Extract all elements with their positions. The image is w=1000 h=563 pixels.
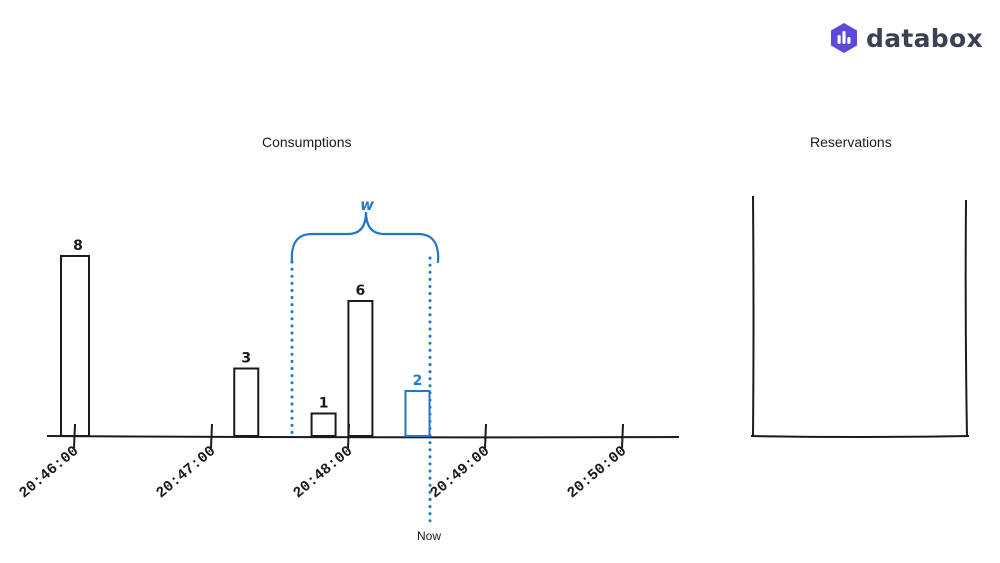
- reservations-left-border: [752, 195, 755, 438]
- databox-logo: databox: [828, 22, 983, 54]
- consumption-bar: [60, 255, 90, 437]
- reservations-title: Reservations: [810, 134, 892, 150]
- window-label: w: [360, 196, 374, 214]
- consumption-bar-label: 1: [319, 396, 329, 412]
- x-axis-tick: [484, 423, 487, 449]
- logo-text: databox: [866, 23, 983, 53]
- consumptions-title: Consumptions: [262, 134, 352, 150]
- x-axis-tick: [621, 423, 624, 449]
- consumption-bar-label: 8: [73, 238, 83, 254]
- consumption-bar-label: 2: [413, 373, 423, 389]
- consumption-bar: [347, 300, 374, 437]
- consumption-bar: [233, 367, 260, 437]
- reservations-baseline: [750, 435, 970, 438]
- now-label: Now: [417, 529, 442, 543]
- consumption-bar-label: 3: [241, 351, 251, 367]
- reservations-right-border: [964, 199, 968, 438]
- window-brace: [290, 211, 440, 264]
- consumptions-x-axis: [46, 435, 680, 439]
- x-axis-tick: [210, 423, 213, 449]
- databox-logo-icon: [831, 23, 857, 53]
- consumption-bar-label: 6: [356, 283, 366, 299]
- consumption-bar: [310, 412, 337, 437]
